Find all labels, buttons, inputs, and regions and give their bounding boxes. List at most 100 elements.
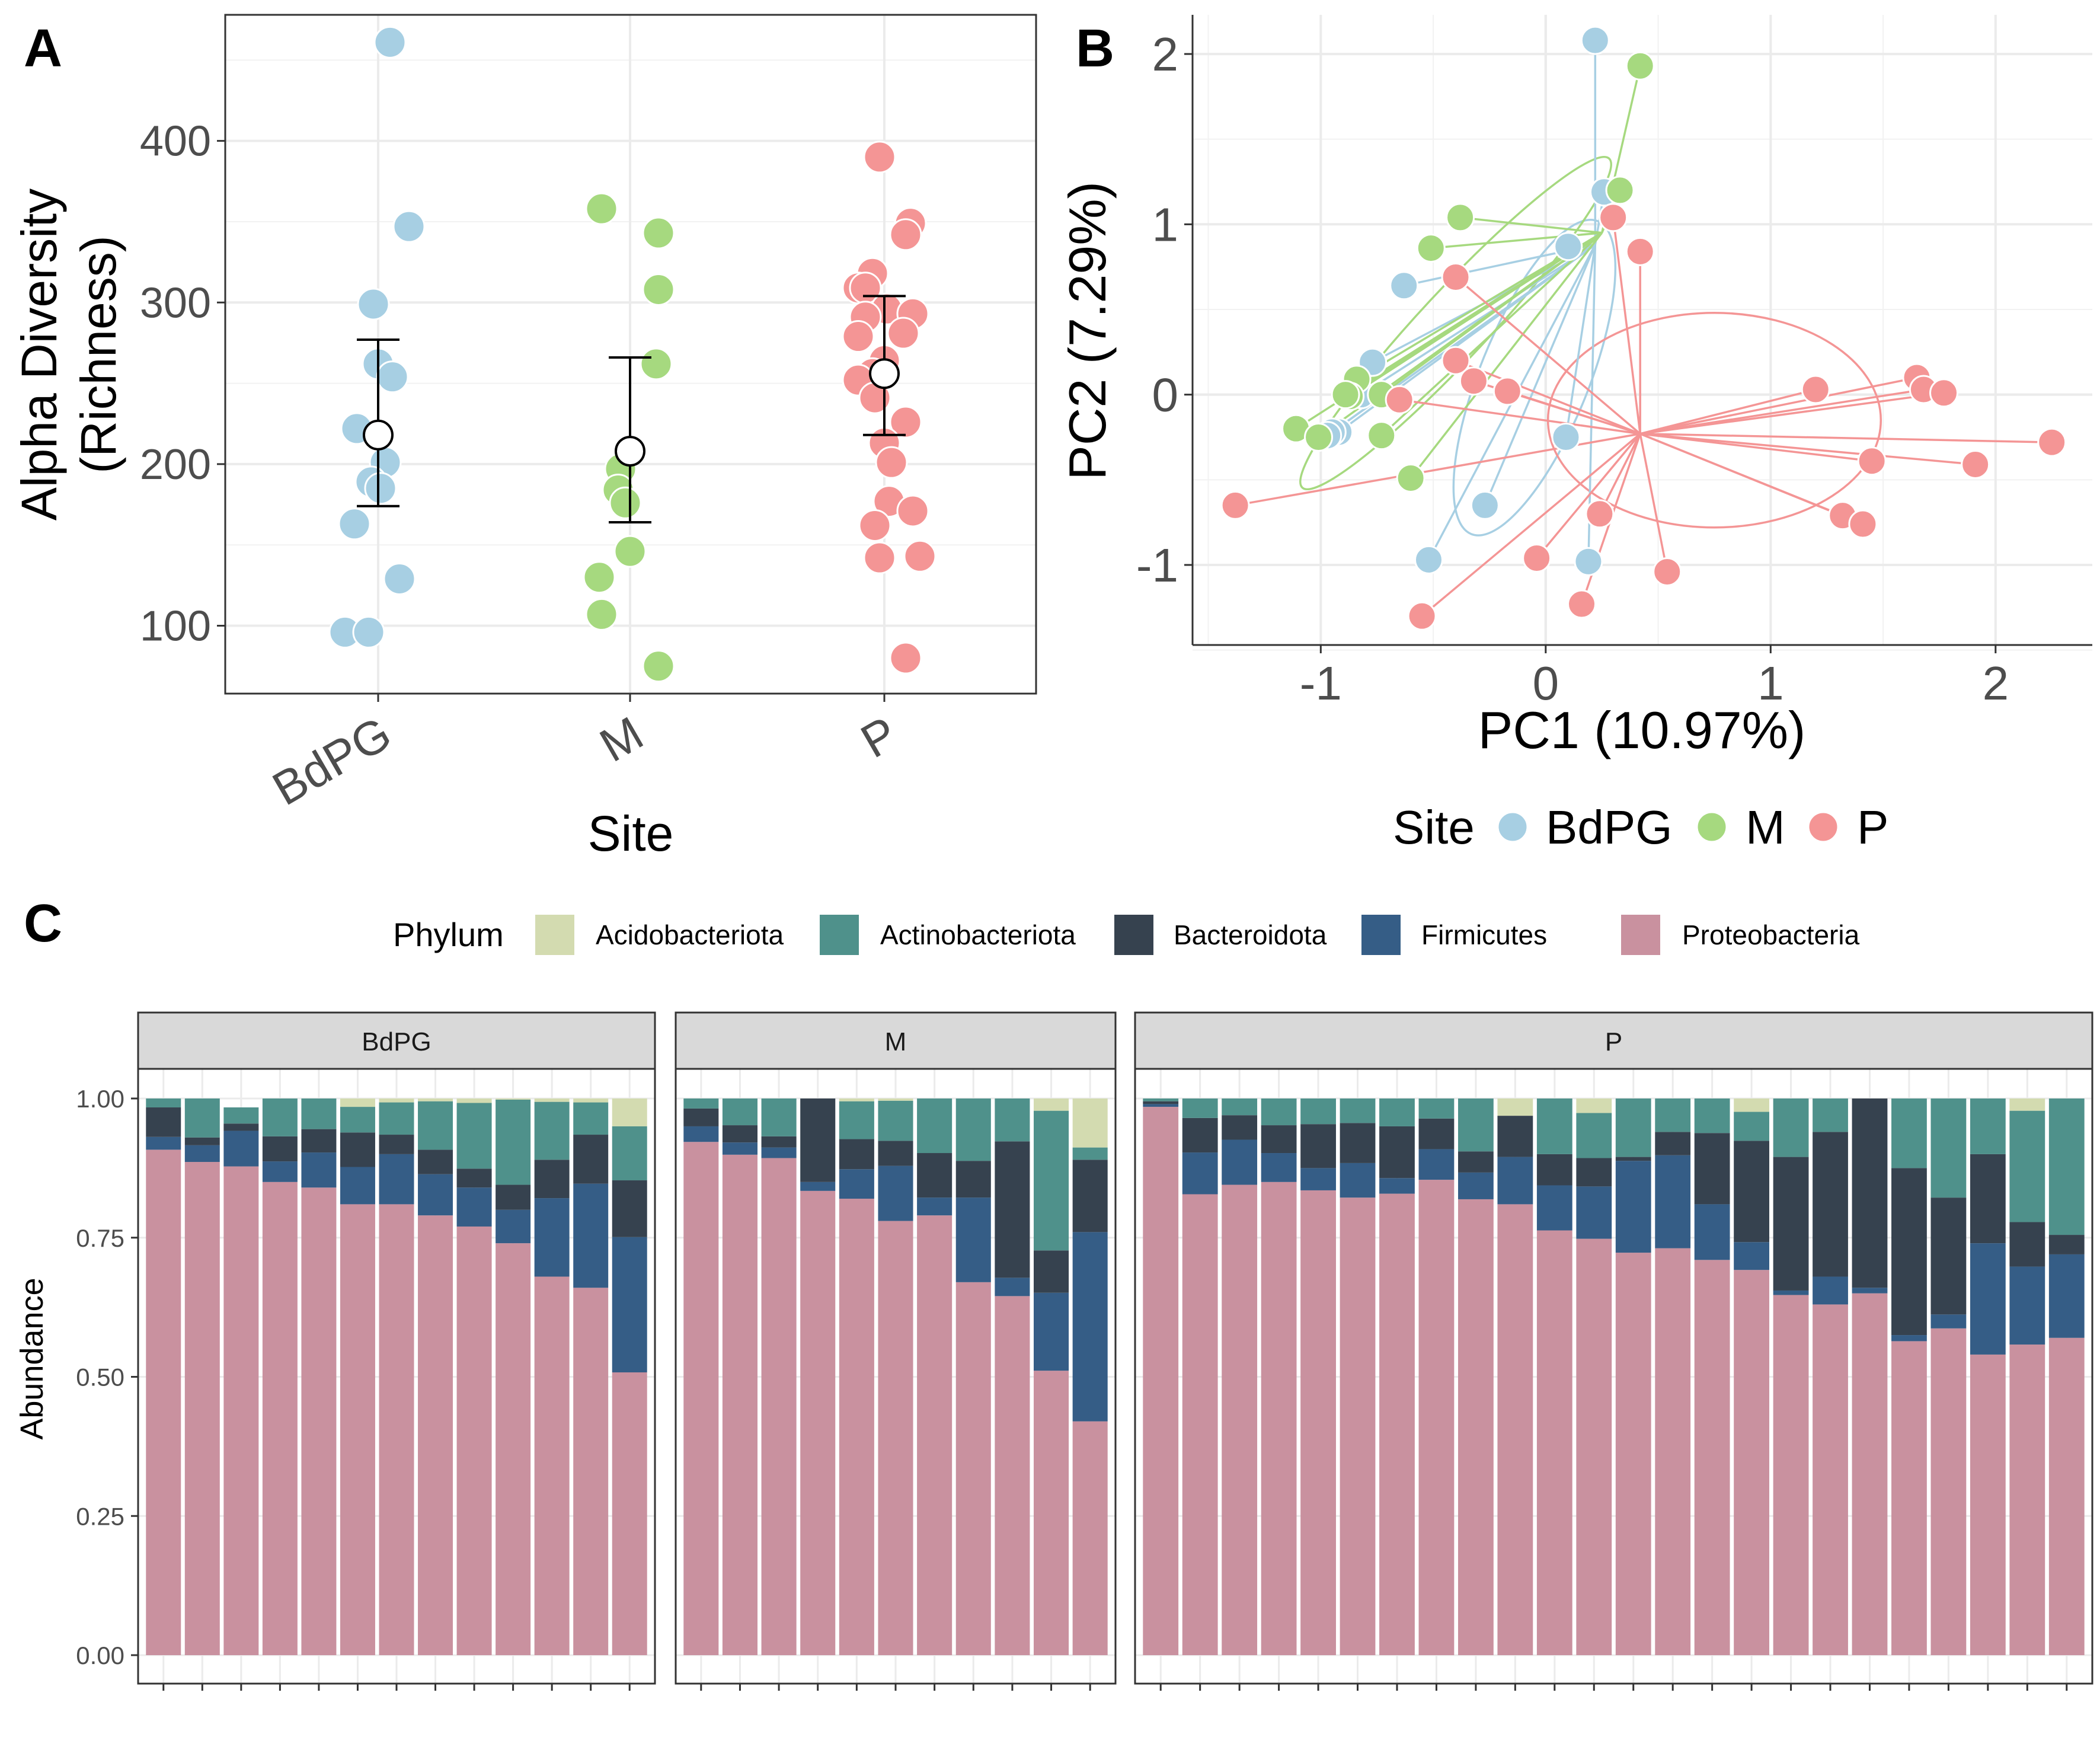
bar-segment-actinobacteriota [1143,1098,1179,1101]
bar-segment-bacteroidota [1379,1126,1415,1179]
point-p [1459,366,1488,396]
bar-segment-proteobacteria [1813,1304,1848,1655]
bar-segment-proteobacteria [1536,1230,1572,1655]
point-m [1446,203,1475,232]
y-tick-label: 1.00 [76,1085,124,1113]
bar-segment-actinobacteriota [1694,1098,1730,1133]
bar-segment-actinobacteriota [878,1100,913,1141]
spider-line-p [1612,217,1641,434]
bar-segment-actinobacteriota [761,1098,797,1136]
bar-segment-proteobacteria [1970,1354,2006,1655]
bar-segment-bacteroidota [1930,1197,1967,1315]
point-bdpg [392,210,426,243]
bar-segment-actinobacteriota [146,1098,181,1108]
bar-segment-proteobacteria [1773,1295,1809,1655]
bar-segment-proteobacteria [146,1149,181,1655]
mean-point-bdpg [363,419,394,451]
point-m [1367,421,1396,451]
bar-segment-acidobacteriota [496,1098,531,1100]
point-p [875,446,908,479]
bar-segment-proteobacteria [1182,1194,1218,1655]
spider-line-m [1460,216,1602,234]
bar-segment-proteobacteria [722,1154,757,1655]
bar-segment-bacteroidota [1970,1154,2006,1244]
bar-segment-actinobacteriota [379,1102,414,1135]
spider-line-p [1639,376,1917,435]
legend-label-p: P [1857,801,1888,854]
legend-label-bacteroidota: Bacteroidota [1174,919,1327,950]
bar-segment-proteobacteria [1300,1190,1336,1655]
point-p [889,405,922,439]
bar-segment-actinobacteriota [1418,1098,1455,1119]
bar-segment-firmicutes [1734,1242,1770,1270]
bar-segment-bacteroidota [1340,1123,1376,1163]
point-bdpg [1551,422,1581,452]
y-axis-title-line: Alpha Diversity [11,189,67,520]
bar-segment-actinobacteriota [1773,1098,1809,1157]
bar-segment-bacteroidota [1576,1158,1612,1187]
bar-segment-bacteroidota [418,1149,453,1174]
bar-segment-proteobacteria [2009,1345,2045,1655]
bar-segment-firmicutes [223,1131,259,1167]
point-m [609,486,642,519]
bar-segment-bacteroidota [1734,1141,1770,1243]
legend-label-bdpg: BdPG [1546,801,1672,854]
bar-segment-firmicutes [800,1181,836,1191]
y-axis-title-line: (Richness) [71,235,126,473]
point-m [640,347,673,381]
spider-line-p [1399,398,1641,435]
bar-segment-firmicutes [262,1161,298,1182]
bar-segment-proteobacteria [761,1158,797,1655]
bar-segment-firmicutes [1694,1204,1730,1260]
point-p [1599,203,1628,232]
bar-segment-firmicutes [340,1167,375,1205]
point-p [1407,601,1437,631]
facet-strip-label: BdPG [362,1027,431,1056]
bar-segment-actinobacteriota [262,1098,298,1136]
spider-line-p [1640,433,1976,466]
bar-segment-firmicutes [1813,1276,1848,1305]
bar-segment-acidobacteriota [534,1098,570,1102]
spider-line-p [1536,433,1641,559]
spider-line-p [1639,433,1669,572]
point-bdpg [383,562,416,595]
point-bdpg [376,360,409,394]
point-p [1929,378,1959,408]
y-tick-label: 100 [140,603,211,650]
bar-segment-bacteroidota [800,1098,836,1182]
bar-segment-proteobacteria [2048,1337,2085,1655]
bar-segment-bacteroidota [456,1168,492,1188]
bar-segment-actinobacteriota [1034,1110,1069,1251]
bar-segment-proteobacteria [1222,1184,1258,1655]
bar-segment-acidobacteriota [573,1098,609,1103]
facet-strip [137,1011,656,1070]
bar-segment-proteobacteria [573,1288,609,1655]
y-tick-label: -1 [1136,539,1178,592]
bar-segment-bacteroidota [1813,1132,1848,1277]
bar-segment-acidobacteriota [1072,1098,1108,1148]
bar-segment-proteobacteria [534,1276,570,1655]
bar-segment-proteobacteria [878,1221,913,1655]
bar-segment-actinobacteriota [1379,1098,1415,1126]
facet-p: P [1134,1011,2093,1691]
bar-segment-firmicutes [839,1169,874,1199]
facet-panel-border [675,1068,1117,1685]
legend-key-p [1807,811,1839,843]
legend-key-acidobacteriota [535,915,574,955]
y-tick-label: 2 [1152,28,1179,81]
bar-segment-bacteroidota [1497,1116,1533,1157]
point-p [842,320,875,353]
bar-segment-firmicutes [995,1278,1030,1296]
bar-segment-bacteroidota [878,1141,913,1166]
point-bdpg [352,615,385,649]
x-tick-label: -1 [1300,657,1342,710]
bar-segment-proteobacteria [612,1372,647,1655]
legend-key-m [1696,811,1728,843]
bar-segment-bacteroidota [722,1125,757,1143]
panel-c-abundance-plot: BdPG M P 0.00 0.25 0.50 0.75 1.00 Abundance Phylu… [14,915,2093,1691]
bar-segment-firmicutes [1852,1288,1888,1294]
bar-segment-bacteroidota [1536,1154,1572,1186]
bar-segment-actinobacteriota [1576,1113,1612,1158]
bar-segment-bacteroidota [301,1129,337,1153]
bar-segment-actinobacteriota [301,1098,337,1129]
